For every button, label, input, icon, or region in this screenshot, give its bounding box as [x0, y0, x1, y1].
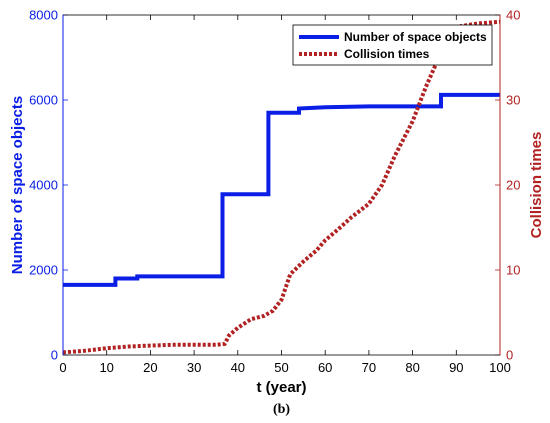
x-tick-label: 30 [187, 360, 201, 375]
left-y-axis-ticks: 0 2000 4000 6000 8000 [29, 8, 68, 363]
x-tick-label: 40 [231, 360, 245, 375]
right-y-tick-label: 20 [506, 178, 520, 193]
x-tick-label: 20 [143, 360, 157, 375]
left-y-tick-label: 0 [51, 348, 58, 363]
legend-label-collisions: Collision times [344, 47, 430, 61]
left-y-axis-title: Number of space objects [9, 96, 26, 274]
right-y-axis-ticks: 0 10 20 30 40 [495, 8, 520, 363]
series-layer [62, 19, 501, 355]
space-objects-line [63, 92, 500, 287]
x-tick-label: 70 [362, 360, 376, 375]
x-tick-label: 50 [274, 360, 288, 375]
legend-label-objects: Number of space objects [344, 30, 487, 44]
left-y-tick-label: 6000 [29, 93, 58, 108]
left-y-tick-label: 8000 [29, 8, 58, 23]
legend: Number of space objects Collision times [292, 24, 493, 66]
x-axis-title: t (year) [256, 379, 306, 396]
x-axis-ticks: 0 10 20 30 40 50 60 70 80 90 100 [59, 15, 511, 375]
left-y-tick-label: 4000 [29, 178, 58, 193]
right-y-tick-label: 30 [506, 93, 520, 108]
x-tick-label: 10 [99, 360, 113, 375]
right-y-tick-label: 0 [506, 348, 513, 363]
x-tick-label: 0 [59, 360, 66, 375]
x-tick-label: 100 [489, 360, 511, 375]
x-tick-label: 80 [405, 360, 419, 375]
x-tick-label: 60 [318, 360, 332, 375]
left-y-tick-label: 2000 [29, 263, 58, 278]
right-y-axis-title: Collision times [528, 132, 545, 239]
legend-box [292, 24, 493, 66]
right-y-tick-label: 10 [506, 263, 520, 278]
x-tick-label: 90 [449, 360, 463, 375]
right-y-tick-label: 40 [506, 8, 520, 23]
figure-caption: (b) [273, 402, 290, 417]
